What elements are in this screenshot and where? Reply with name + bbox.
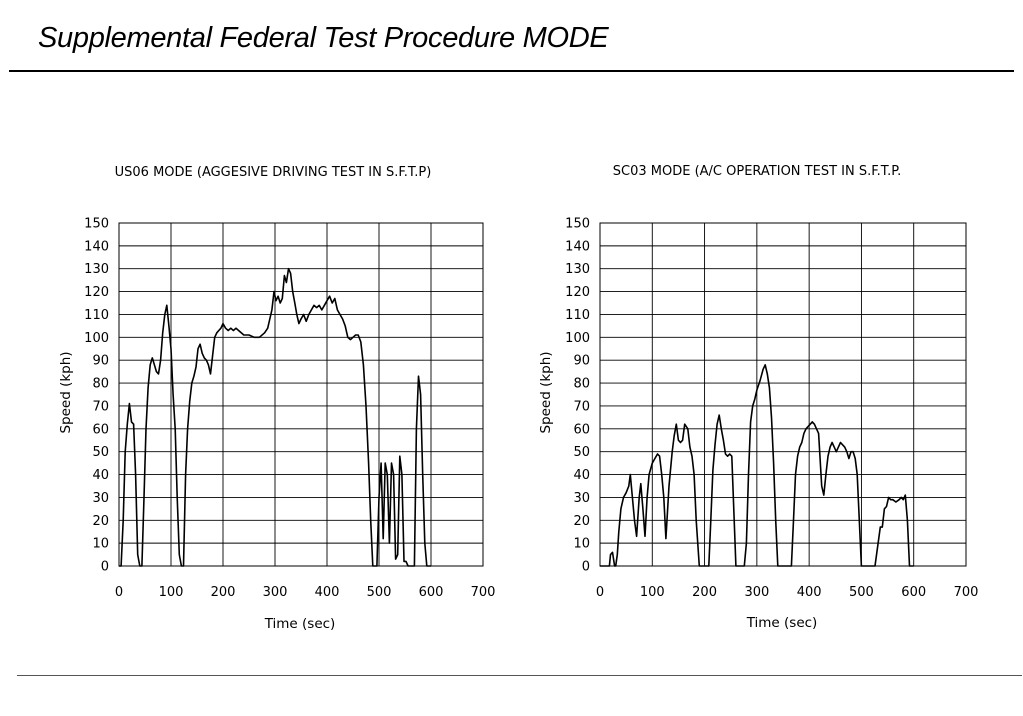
x-tick-label: 0: [115, 585, 123, 600]
x-tick-label: 600: [419, 585, 444, 600]
x-tick-label: 300: [744, 585, 769, 600]
y-tick-label: 60: [92, 422, 109, 437]
x-tick-label: 400: [315, 585, 340, 600]
y-tick-label: 10: [573, 537, 590, 552]
plot-frame: [118, 222, 484, 567]
chart-1: 0 10 20 30 40 50 60 70 80 90 100 110 120 130 140 150 0 10…: [58, 165, 495, 632]
x-tick-label: 700: [954, 585, 979, 600]
plot-area: [600, 223, 966, 566]
y-tick-label: 130: [84, 262, 109, 277]
y-tick-label: 100: [84, 331, 109, 346]
chart-title: US06 MODE (AGGESIVE DRIVING TEST IN S.F.…: [115, 165, 432, 180]
y-tick-label: 30: [573, 491, 590, 506]
x-tick-label: 500: [849, 585, 874, 600]
x-tick-label: 400: [797, 585, 822, 600]
y-tick-label: 80: [573, 377, 590, 392]
y-tick-label: 100: [565, 331, 590, 346]
x-tick-label: 200: [211, 585, 236, 600]
page-title: Supplemental Federal Test Procedure MODE: [38, 22, 609, 54]
y-tick-label: 90: [92, 354, 109, 369]
x-tick-label: 500: [367, 585, 392, 600]
speed-trace-line: [600, 363, 914, 567]
y-tick-label: 10: [92, 537, 109, 552]
y-tick-label: 90: [573, 354, 590, 369]
y-tick-label: 110: [565, 308, 590, 323]
y-tick-label: 140: [84, 239, 109, 254]
y-tick-label: 140: [565, 239, 590, 254]
x-tick-label: 700: [471, 585, 496, 600]
x-axis-label: Time (sec): [264, 616, 336, 632]
speed-trace-line: [119, 267, 431, 567]
y-axis-label: Speed (kph): [58, 351, 74, 433]
plot-area: [119, 223, 483, 566]
x-tick-label: 600: [901, 585, 926, 600]
x-axis-label: Time (sec): [746, 615, 818, 631]
footer-divider: [17, 675, 1022, 676]
x-tick-label: 100: [640, 585, 665, 600]
y-tick-label: 150: [565, 217, 590, 232]
y-tick-label: 50: [92, 445, 109, 460]
y-tick-label: 110: [84, 308, 109, 323]
x-tick-label: 200: [692, 585, 717, 600]
y-tick-label: 70: [92, 399, 109, 414]
y-tick-label: 120: [565, 285, 590, 300]
y-tick-label: 30: [92, 491, 109, 506]
chart-title: SC03 MODE (A/C OPERATION TEST IN S.F.T.P…: [613, 164, 901, 179]
y-tick-label: 60: [573, 422, 590, 437]
y-tick-label: 0: [101, 560, 109, 575]
x-tick-label: 100: [159, 585, 184, 600]
y-tick-label: 130: [565, 262, 590, 277]
y-tick-label: 70: [573, 399, 590, 414]
y-tick-label: 20: [92, 514, 109, 529]
y-tick-label: 40: [573, 468, 590, 483]
chart-2: 0 10 20 30 40 50 60 70 80 90 100 110 120 130 140 150 0 10…: [538, 164, 978, 631]
title-divider: [9, 70, 1014, 72]
y-tick-label: 40: [92, 468, 109, 483]
y-tick-label: 20: [573, 514, 590, 529]
y-tick-label: 80: [92, 377, 109, 392]
y-tick-label: 150: [84, 217, 109, 232]
x-tick-label: 0: [596, 585, 604, 600]
y-axis-label: Speed (kph): [538, 351, 554, 433]
y-tick-label: 50: [573, 445, 590, 460]
y-tick-label: 0: [582, 560, 590, 575]
x-tick-label: 300: [263, 585, 288, 600]
y-tick-label: 120: [84, 285, 109, 300]
